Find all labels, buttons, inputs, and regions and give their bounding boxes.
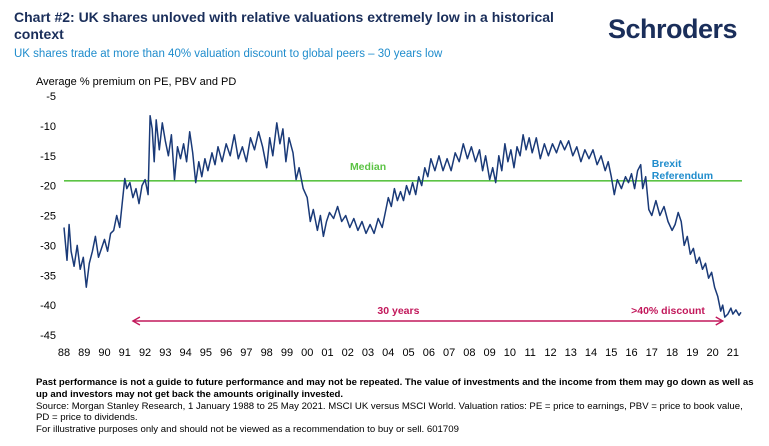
- x-tick-label: 14: [585, 347, 597, 359]
- x-tick-label: 18: [666, 347, 678, 359]
- x-tick-label: 08: [463, 347, 475, 359]
- illustrative-note: For illustrative purposes only and shoul…: [36, 424, 459, 436]
- x-tick-label: 13: [565, 347, 577, 359]
- chart-subtitle: UK shares trade at more than 40% valuati…: [14, 48, 443, 60]
- range-arrow-head-right: [715, 316, 725, 326]
- y-tick-label: -10: [40, 121, 56, 133]
- x-tick-label: 05: [402, 347, 414, 359]
- x-tick-label: 03: [362, 347, 374, 359]
- x-tick-label: 98: [261, 347, 273, 359]
- x-tick-label: 10: [504, 347, 516, 359]
- y-tick-label: -35: [40, 270, 56, 282]
- x-tick-label: 88: [58, 347, 70, 359]
- x-tick-label: 90: [98, 347, 110, 359]
- x-tick-label: 01: [321, 347, 333, 359]
- x-tick-label: 17: [646, 347, 658, 359]
- y-tick-label: -40: [40, 300, 56, 312]
- x-tick-label: 15: [605, 347, 617, 359]
- x-tick-label: 97: [240, 347, 252, 359]
- y-tick-label: -30: [40, 240, 56, 252]
- brexit-label-line1: Brexit: [652, 158, 682, 170]
- x-tick-label: 96: [220, 347, 232, 359]
- x-tick-label: 16: [625, 347, 637, 359]
- x-tick-label: 09: [484, 347, 496, 359]
- discount-label: >40% discount: [631, 305, 705, 317]
- x-tick-label: 99: [281, 347, 293, 359]
- range-label: 30 years: [377, 305, 419, 317]
- x-tick-label: 19: [686, 347, 698, 359]
- y-tick-label: -5: [46, 91, 56, 103]
- brexit-label-line2: Referendum: [652, 170, 713, 182]
- median-label: Median: [350, 161, 386, 173]
- x-tick-label: 07: [443, 347, 455, 359]
- x-tick-label: 20: [706, 347, 718, 359]
- x-tick-label: 91: [119, 347, 131, 359]
- y-tick-label: -15: [40, 151, 56, 163]
- source-text: Source: Morgan Stanley Research, 1 Janua…: [36, 400, 743, 424]
- x-tick-label: 12: [544, 347, 556, 359]
- x-tick-label: 89: [78, 347, 90, 359]
- y-tick-label: -45: [40, 330, 56, 342]
- y-tick-label: -25: [40, 211, 56, 223]
- x-tick-label: 95: [200, 347, 212, 359]
- disclaimer-text: Past performance is not a guide to futur…: [36, 377, 754, 400]
- y-tick-label: -20: [40, 181, 56, 193]
- x-tick-label: 02: [342, 347, 354, 359]
- range-arrow-head-left: [131, 316, 141, 326]
- schroders-logo: Schroders: [608, 14, 738, 44]
- x-tick-label: 04: [382, 347, 394, 359]
- x-tick-label: 92: [139, 347, 151, 359]
- x-tick-label: 93: [159, 347, 171, 359]
- x-tick-label: 94: [179, 347, 191, 359]
- footer: Past performance is not a guide to futur…: [36, 377, 756, 436]
- x-tick-label: 21: [727, 347, 739, 359]
- y-axis-label: Average % premium on PE, PBV and PD: [36, 76, 237, 88]
- chart-title: Chart #2: UK shares unloved with relativ…: [14, 9, 554, 42]
- x-tick-label: 06: [423, 347, 435, 359]
- series-line: [63, 114, 742, 318]
- x-tick-label: 11: [524, 347, 535, 359]
- x-tick-label: 00: [301, 347, 313, 359]
